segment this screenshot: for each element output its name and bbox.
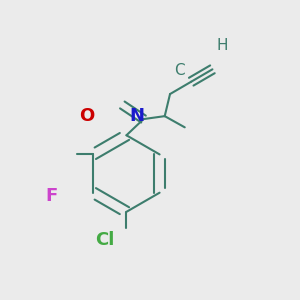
Text: F: F xyxy=(45,187,58,205)
Text: C: C xyxy=(174,63,185,78)
Text: H: H xyxy=(216,38,228,53)
Text: Cl: Cl xyxy=(95,231,114,249)
Text: N: N xyxy=(129,107,144,125)
Text: O: O xyxy=(79,107,94,125)
